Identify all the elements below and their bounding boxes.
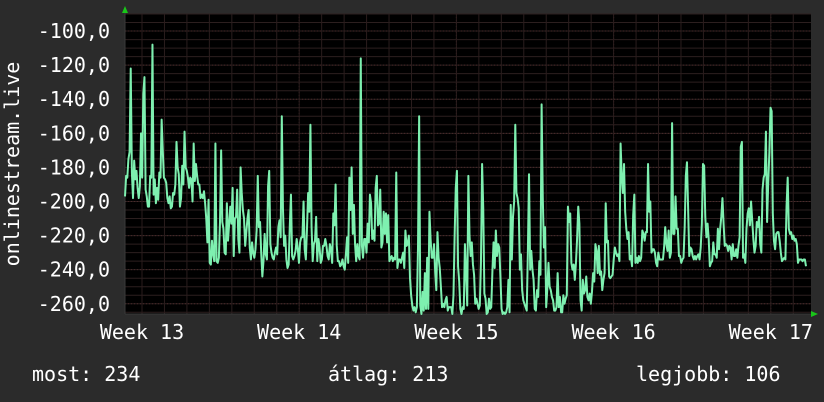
x-tick-label: Week 17 xyxy=(729,320,813,344)
y-tick-label: -100,0 xyxy=(38,19,110,43)
y-tick-label: -240,0 xyxy=(38,258,110,282)
y-tick-label: -260,0 xyxy=(38,292,110,316)
x-axis-arrow-icon xyxy=(811,311,818,317)
x-tick-labels: Week 13 Week 14 Week 15 Week 16 Week 17 xyxy=(100,320,813,344)
y-tick-label: -220,0 xyxy=(38,224,110,248)
series-line xyxy=(124,43,807,315)
y-tick-labels: -100,0 -120,0 -140,0 -160,0 -180,0 -200,0 -220… xyxy=(38,19,110,316)
y-tick-label: -140,0 xyxy=(38,87,110,111)
y-axis-label: onlinestream.live xyxy=(0,62,24,267)
average-value: átlag: 213 xyxy=(328,362,449,386)
y-tick-label: -120,0 xyxy=(38,53,110,77)
current-value: most: 234 xyxy=(32,362,141,386)
best-value: legjobb: 106 xyxy=(636,362,781,386)
y-tick-label: -180,0 xyxy=(38,155,110,179)
y-axis-arrow-icon xyxy=(122,6,128,13)
y-tick-label: -200,0 xyxy=(38,190,110,214)
x-tick-label: Week 14 xyxy=(257,320,341,344)
x-tick-label: Week 13 xyxy=(100,320,184,344)
x-tick-label: Week 16 xyxy=(571,320,655,344)
axes xyxy=(124,9,814,315)
x-tick-label: Week 15 xyxy=(414,320,498,344)
y-tick-label: -160,0 xyxy=(38,121,110,145)
